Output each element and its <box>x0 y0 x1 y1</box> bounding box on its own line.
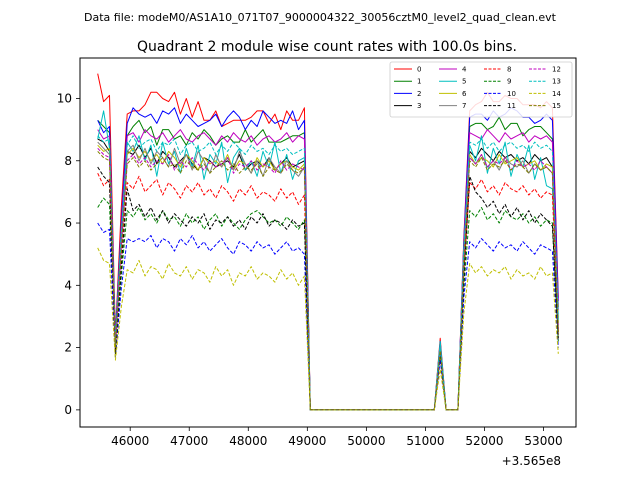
x-offset-label: +3.565e8 <box>502 454 561 468</box>
legend-label-5: 5 <box>462 78 466 86</box>
axes-ticks: 46000 47000 48000 49000 50000 51000 52000 53000… <box>57 91 563 448</box>
legend-label-1: 1 <box>417 78 421 86</box>
y-tick-label: 0 <box>64 403 72 417</box>
legend-label-11: 11 <box>507 102 516 110</box>
legend-label-2: 2 <box>417 90 421 98</box>
x-tick-label: 49000 <box>288 434 326 448</box>
series-line-13 <box>97 135 559 411</box>
legend-label-15: 15 <box>552 102 561 110</box>
legend-label-3: 3 <box>417 102 421 110</box>
x-tick-label: 46000 <box>111 434 149 448</box>
legend-label-8: 8 <box>507 66 511 74</box>
legend-label-10: 10 <box>507 90 516 98</box>
x-tick-label: 50000 <box>347 434 385 448</box>
legend-label-13: 13 <box>552 78 561 86</box>
legend-label-4: 4 <box>462 66 467 74</box>
legend-label-9: 9 <box>507 78 511 86</box>
x-tick-label: 48000 <box>229 434 267 448</box>
x-tick-label: 51000 <box>406 434 444 448</box>
y-tick-label: 4 <box>64 278 72 292</box>
legend-label-6: 6 <box>462 90 467 98</box>
series-line-15 <box>97 151 559 411</box>
y-tick-label: 8 <box>64 154 72 168</box>
legend-label-0: 0 <box>417 66 421 74</box>
y-tick-label: 6 <box>64 216 72 230</box>
y-tick-label: 2 <box>64 341 72 355</box>
legend-box <box>389 61 573 118</box>
plot-frame <box>79 57 577 428</box>
x-tick-label: 47000 <box>170 434 208 448</box>
x-tick-label: 52000 <box>465 434 503 448</box>
y-tick-label: 10 <box>57 91 72 105</box>
legend-label-7: 7 <box>462 102 466 110</box>
legend-label-14: 14 <box>552 90 561 98</box>
x-tick-label: 53000 <box>524 434 562 448</box>
legend-label-12: 12 <box>552 66 561 74</box>
chart-title: Quadrant 2 module wise count rates with … <box>137 39 517 55</box>
chart-suptitle: Data file: modeM0/AS1A10_071T07_90000043… <box>84 11 557 24</box>
